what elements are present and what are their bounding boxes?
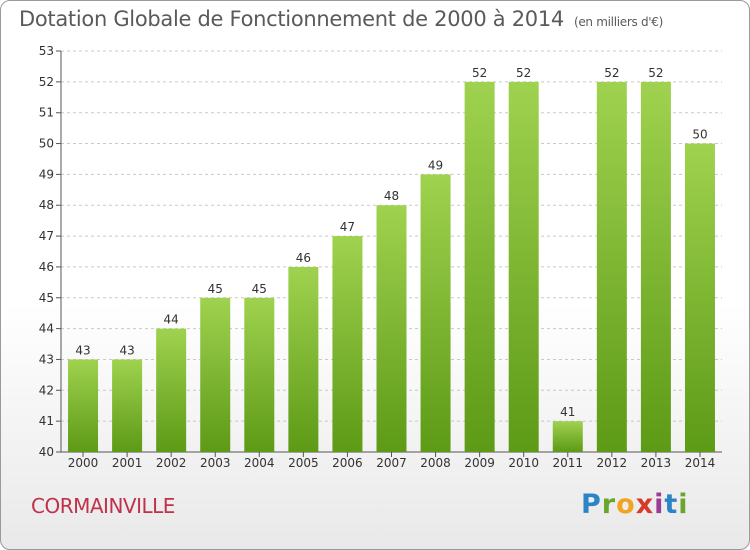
logo-letter: i [654,489,665,520]
x-tick-label: 2009 [464,456,495,470]
bar [332,236,363,452]
y-tick-label: 47 [39,229,54,243]
x-tick-label: 2010 [508,456,539,470]
bar [376,205,407,452]
bar [552,421,583,452]
y-tick-label: 50 [39,137,54,151]
bar [508,81,539,452]
x-tick-label: 2007 [376,456,407,470]
data-label: 44 [164,313,179,327]
x-tick-label: 2011 [552,456,583,470]
x-tick-label: 2003 [200,456,231,470]
x-tick-label: 2005 [288,456,319,470]
logo-letter: P [581,489,602,520]
data-label: 48 [384,189,399,203]
data-label: 52 [604,66,619,80]
x-tick-label: 2001 [112,456,143,470]
logo-letter: t [664,489,679,520]
bar [288,266,319,452]
data-label: 52 [472,66,487,80]
y-tick-label: 52 [39,75,54,89]
x-tick-label: 2004 [244,456,275,470]
bar [156,328,187,452]
bar [596,81,627,452]
bar [420,174,451,452]
x-tick-label: 2002 [156,456,187,470]
y-tick-label: 51 [39,106,54,120]
chart-title-text: Dotation Globale de Fonctionnement de 20… [19,7,564,31]
y-tick-label: 48 [39,198,54,212]
commune-name: CORMAINVILLE [31,494,175,518]
bar [464,81,495,452]
y-tick-label: 46 [39,260,54,274]
y-tick-label: 45 [39,291,54,305]
data-label: 43 [75,343,90,357]
data-label: 46 [296,251,311,265]
bar [684,143,715,453]
x-tick-label: 2000 [68,456,99,470]
x-tick-label: 2014 [685,456,716,470]
y-tick-label: 49 [39,167,54,181]
data-label: 43 [119,343,134,357]
data-label: 47 [340,220,355,234]
data-label: 41 [560,405,575,419]
data-label: 52 [648,66,663,80]
logo-letter: r [601,489,617,520]
axes: 40 41 42 43 44 45 46 47 48 49 50 51 52 53 2000 2001 2002… [39,44,722,470]
bar [68,359,99,452]
x-tick-label: 2008 [420,456,451,470]
y-tick-label: 41 [39,414,54,428]
data-labels: 43 43 44 45 45 46 47 48 49 52 52 41 52 52 50 [75,66,707,419]
y-tick-label: 42 [39,383,54,397]
logo-letter: o [616,489,636,520]
data-label: 49 [428,158,443,172]
chart-subtitle: (en milliers d'€) [573,15,663,29]
data-label: 45 [208,282,223,296]
data-label: 52 [516,66,531,80]
y-tick-label: 43 [39,352,54,366]
data-label: 45 [252,282,267,296]
proxiti-logo[interactable]: Proxiti [581,489,689,520]
x-tick-label: 2006 [332,456,363,470]
data-label: 50 [692,128,707,142]
bar [244,297,275,452]
y-tick-label: 53 [39,44,54,58]
bar [640,81,671,452]
x-tick-label: 2012 [597,456,628,470]
logo-letter: i [678,489,689,520]
chart-title: Dotation Globale de Fonctionnement de 20… [19,7,663,31]
x-tick-label: 2013 [641,456,672,470]
bar [112,359,143,452]
logo-letter: x [635,489,655,520]
bar [200,297,231,452]
y-tick-label: 40 [39,445,54,459]
bars [68,81,715,453]
y-tick-label: 44 [39,322,54,336]
